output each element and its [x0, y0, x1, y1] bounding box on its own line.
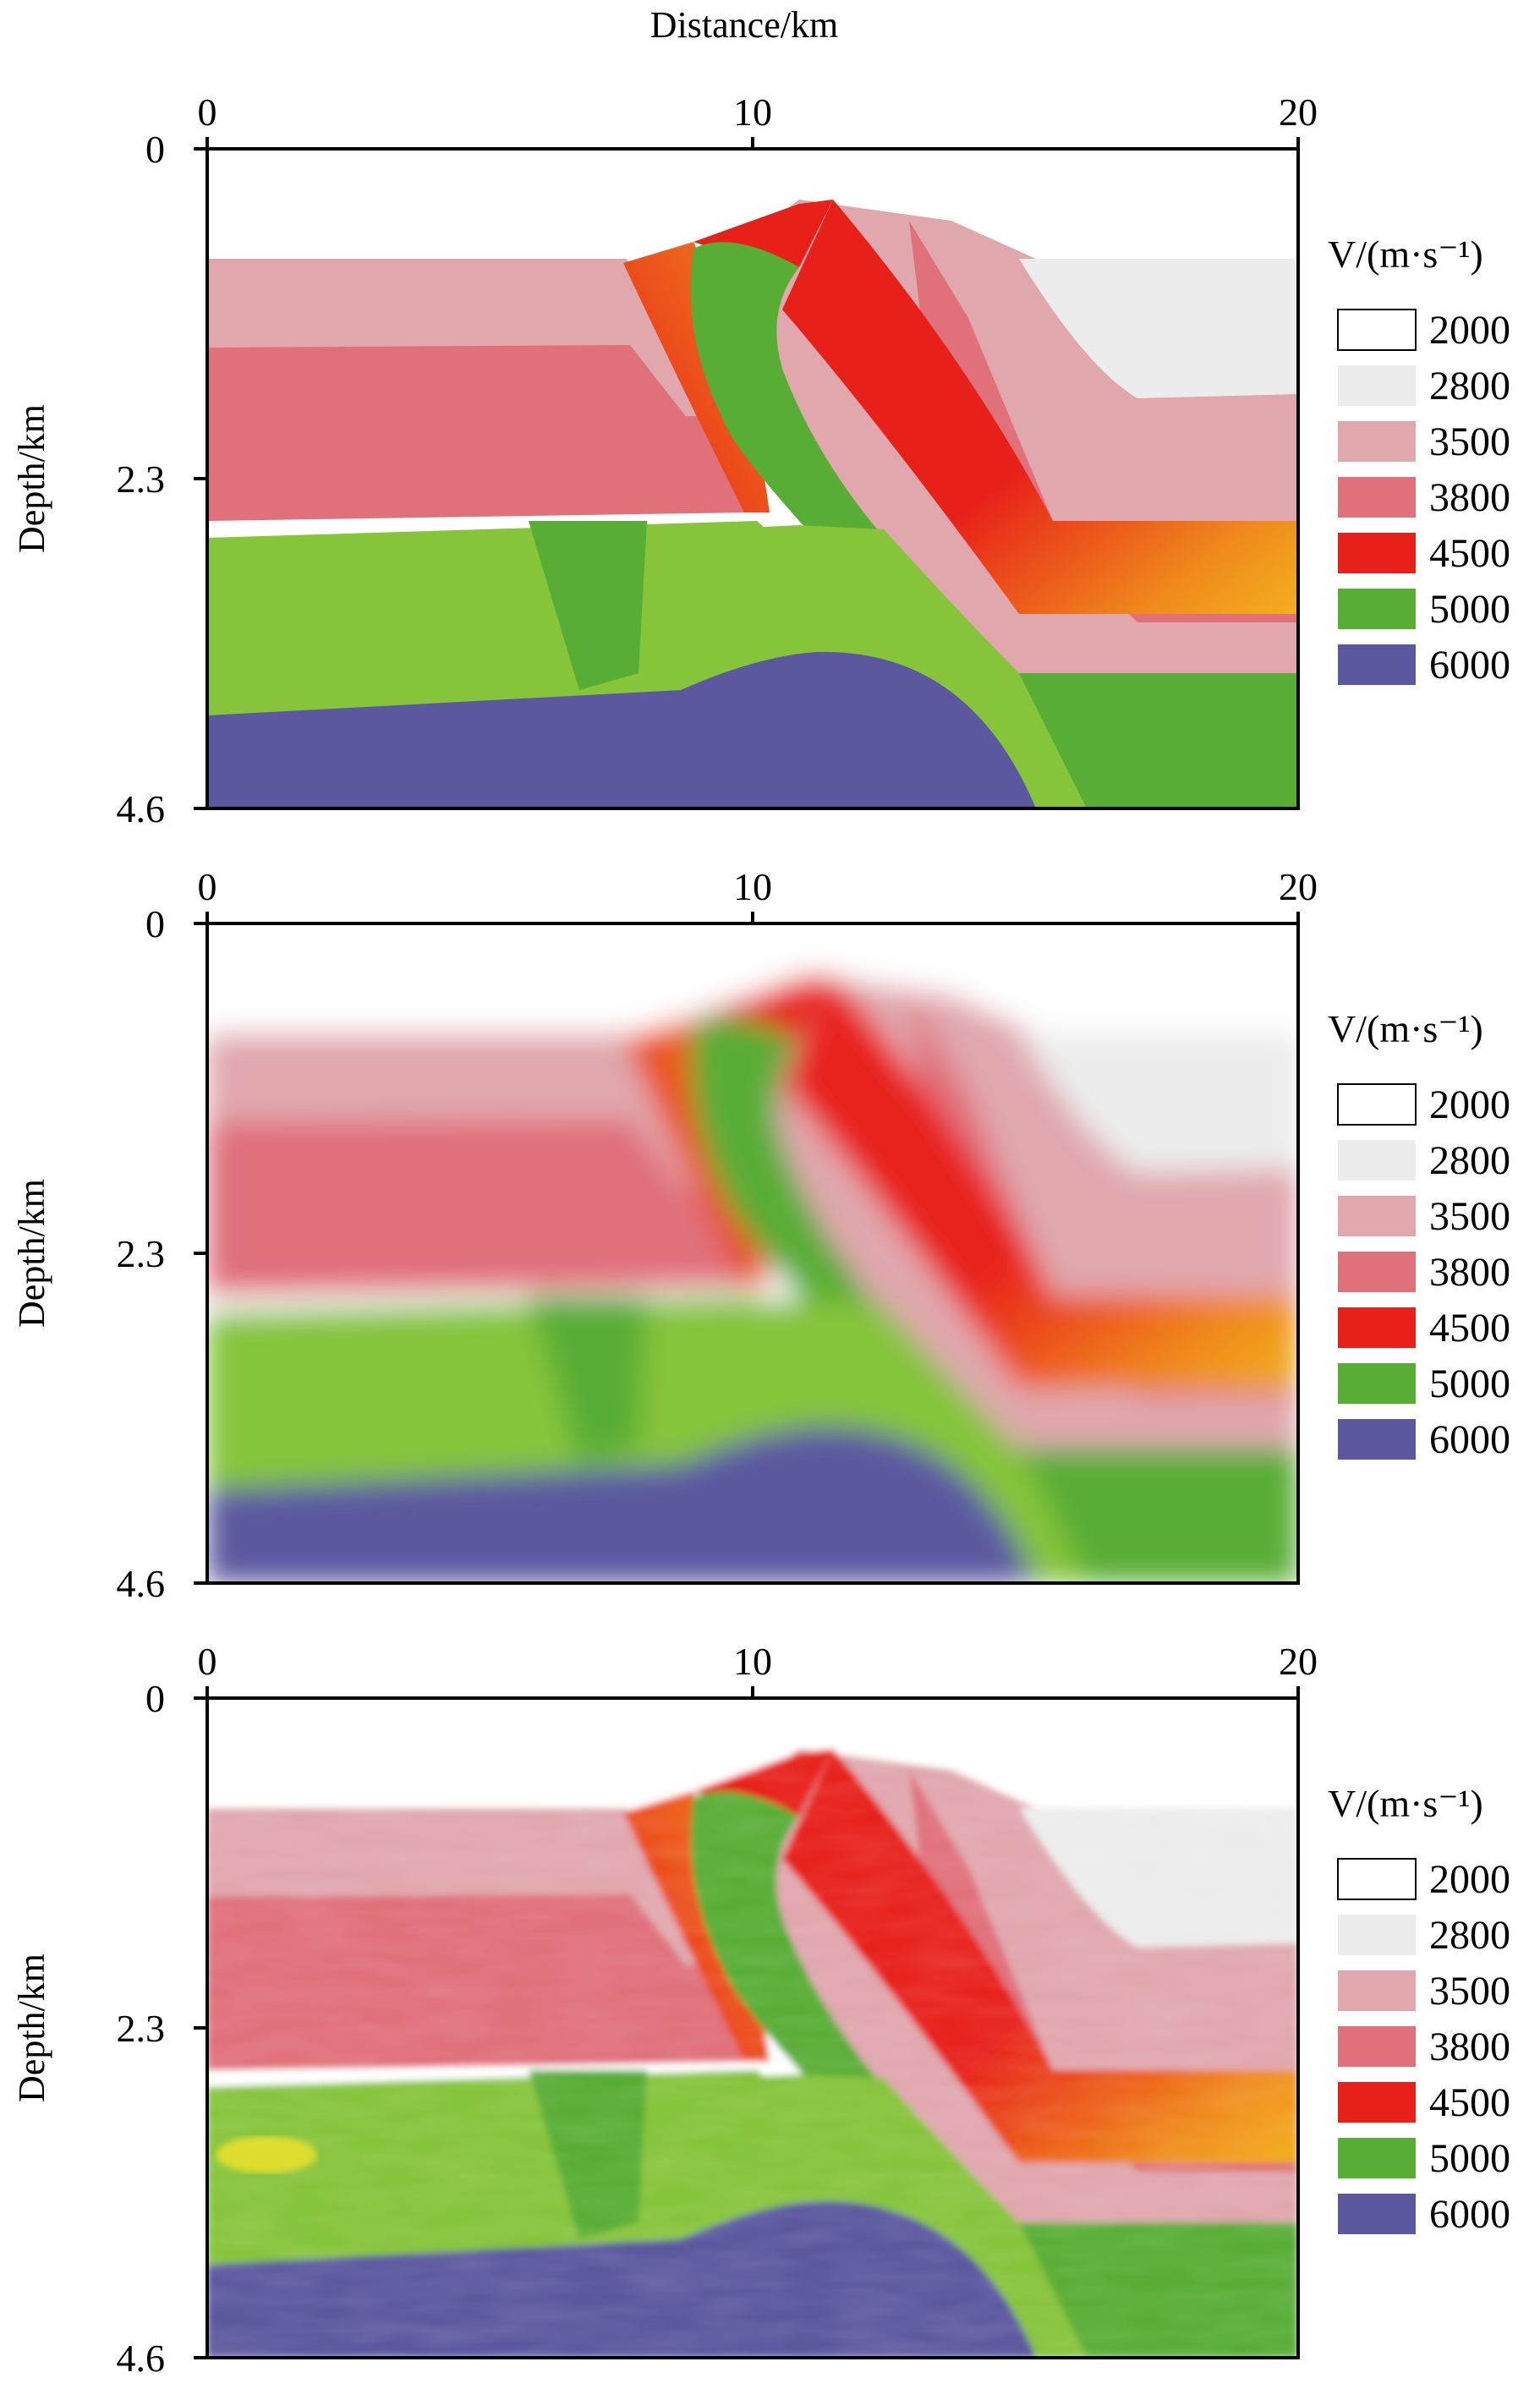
- velocity-field: [207, 1698, 1298, 2358]
- legend-label: 3800: [1429, 1250, 1510, 1295]
- x-tick-label: 0: [198, 865, 217, 908]
- color-legend: V/(m·s⁻¹) 2000 2800 3500 3800 4500 5000 6000: [1328, 233, 1510, 688]
- legend-label: 3500: [1429, 1969, 1510, 2014]
- legend-label: 4500: [1429, 1306, 1510, 1351]
- legend-swatch: [1338, 310, 1416, 350]
- legend-label: 5000: [1429, 1362, 1510, 1406]
- legend-swatch: [1338, 2194, 1416, 2234]
- legend-label: 4500: [1429, 2080, 1510, 2125]
- color-legend: V/(m·s⁻¹) 2000 2800 3500 3800 4500 5000 6000: [1328, 1007, 1510, 1462]
- x-tick-label: 20: [1279, 90, 1318, 134]
- y-tick-label: 0: [145, 1677, 165, 1720]
- legend-label: 6000: [1429, 1417, 1510, 1462]
- legend-label: 2800: [1429, 364, 1510, 408]
- y-tick-label: 2.3: [117, 2007, 166, 2050]
- legend-swatch: [1338, 2026, 1416, 2067]
- legend-label: 2000: [1429, 308, 1510, 353]
- legend-label: 3800: [1429, 475, 1510, 520]
- velocity-field: [207, 149, 1298, 808]
- y-axis-title: Depth/km: [11, 1953, 52, 2102]
- legend-swatch: [1338, 1196, 1416, 1236]
- legend-swatch: [1338, 1970, 1416, 2011]
- velocity-field: [207, 923, 1298, 1583]
- legend-swatch: [1338, 1915, 1416, 1955]
- legend-label: 6000: [1429, 2192, 1510, 2237]
- legend-label: 5000: [1429, 587, 1510, 632]
- legend-label: 2000: [1429, 1857, 1510, 1902]
- y-tick-label: 4.6: [117, 2337, 166, 2380]
- legend-swatch: [1338, 1252, 1416, 1292]
- x-axis-title: Distance/km: [650, 4, 838, 46]
- y-tick-label: 2.3: [117, 1232, 166, 1275]
- legend-label: 3800: [1429, 2025, 1510, 2069]
- legend-swatch: [1338, 477, 1416, 518]
- legend-swatch: [1338, 1307, 1416, 1348]
- legend-swatch: [1338, 1140, 1416, 1181]
- legend-swatch: [1338, 1363, 1416, 1404]
- y-axis-title: Depth/km: [11, 404, 52, 553]
- legend-label: 5000: [1429, 2136, 1510, 2181]
- legend-title: V/(m·s⁻¹): [1328, 1007, 1483, 1050]
- x-tick-label: 20: [1279, 865, 1318, 908]
- x-tick-label: 20: [1279, 1640, 1318, 1683]
- y-tick-label: 4.6: [117, 1562, 166, 1605]
- y-tick-label: 0: [145, 902, 165, 945]
- legend-swatch: [1338, 1084, 1416, 1125]
- legend-swatch: [1338, 644, 1416, 685]
- legend-swatch: [1338, 589, 1416, 629]
- x-tick-label: 0: [198, 90, 217, 134]
- heatmap-panel-upper: 0 10 20 0 2.3 4.6 Depth/km: [11, 90, 1318, 830]
- x-tick-label: 10: [733, 865, 772, 908]
- legend-label: 3500: [1429, 419, 1510, 464]
- heatmap-panel-middle: 0 10 20 0 2.3 4.6 Depth/km: [11, 865, 1318, 1605]
- y-axis-title: Depth/km: [11, 1179, 52, 1328]
- legend-label: 3500: [1429, 1194, 1510, 1239]
- y-tick-label: 4.6: [117, 787, 166, 830]
- velocity-model-figure: 0 10 20 0 2.3 4.6 Depth/km 0 10 20 0 2.3 4.6 Depth/k…: [0, 0, 1540, 2389]
- legend-title: V/(m·s⁻¹): [1328, 233, 1483, 276]
- y-tick-label: 0: [145, 128, 165, 171]
- legend-title: V/(m·s⁻¹): [1328, 1782, 1483, 1825]
- legend-label: 4500: [1429, 531, 1510, 576]
- legend-label: 2800: [1429, 1138, 1510, 1183]
- x-tick-label: 10: [733, 1640, 772, 1683]
- legend-label: 6000: [1429, 643, 1510, 688]
- legend-swatch: [1338, 533, 1416, 573]
- legend-swatch: [1338, 365, 1416, 406]
- legend-swatch: [1338, 2082, 1416, 2123]
- color-legend: V/(m·s⁻¹) 2000 2800 3500 3800 4500 5000 6000: [1328, 1782, 1510, 2237]
- y-tick-label: 2.3: [117, 458, 166, 501]
- legend-swatch: [1338, 1419, 1416, 1460]
- legend-swatch: [1338, 421, 1416, 462]
- legend-swatch: [1338, 2138, 1416, 2178]
- legend-label: 2000: [1429, 1082, 1510, 1127]
- legend-swatch: [1338, 1859, 1416, 1899]
- legend-label: 2800: [1429, 1913, 1510, 1958]
- x-tick-label: 0: [198, 1640, 217, 1683]
- heatmap-panel-lower: 0 10 20 0 2.3 4.6 Depth/km: [11, 1640, 1318, 2380]
- x-tick-label: 10: [733, 90, 772, 134]
